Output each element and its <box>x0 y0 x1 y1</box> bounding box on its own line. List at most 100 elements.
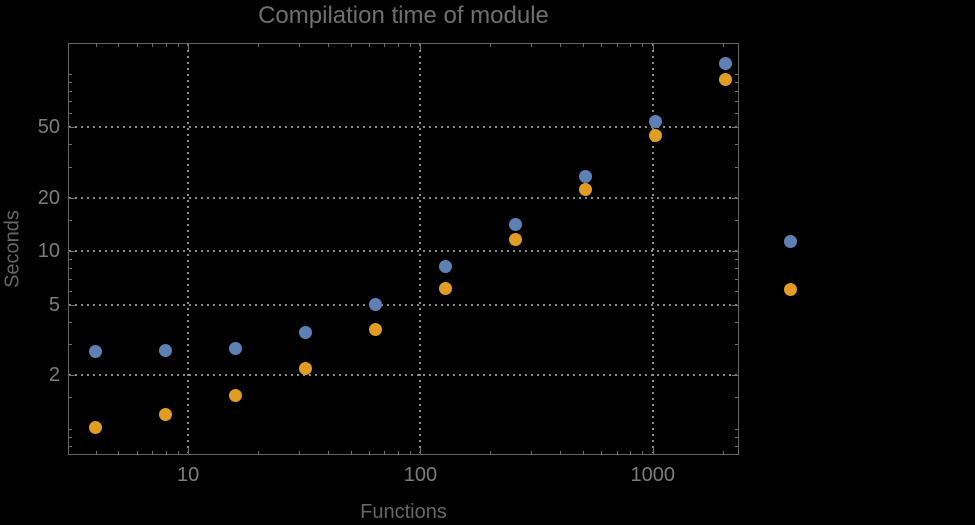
x-tick <box>136 451 138 454</box>
x-tick <box>652 44 654 50</box>
x-tick <box>642 451 644 454</box>
x-tick <box>531 451 533 454</box>
x-tick <box>616 451 618 454</box>
chart-title: Compilation time of module <box>258 2 549 29</box>
y-tick <box>732 251 738 253</box>
x-tick <box>409 451 411 454</box>
y-tick <box>69 278 72 280</box>
y-gridline <box>69 250 737 253</box>
y-tick <box>69 197 75 199</box>
y-tick <box>735 166 738 168</box>
x-tick <box>384 44 386 47</box>
x-tick <box>601 44 603 47</box>
y-tick <box>732 127 738 129</box>
legend-marker <box>783 282 797 296</box>
x-tick <box>328 44 329 47</box>
y-tick-label: 2 <box>48 364 60 387</box>
data-point <box>718 72 732 86</box>
x-tick <box>258 44 260 47</box>
y-tick <box>735 73 738 75</box>
x-tick <box>722 451 724 454</box>
x-tick <box>165 451 167 454</box>
x-tick <box>152 44 154 47</box>
y-tick <box>69 81 72 83</box>
x-tick <box>258 451 260 454</box>
data-point <box>299 362 312 376</box>
y-tick <box>732 197 738 199</box>
data-point <box>89 344 103 358</box>
data-point <box>368 298 382 312</box>
x-tick <box>582 451 584 454</box>
data-point <box>438 259 452 273</box>
y-gridline <box>69 126 737 129</box>
x-tick <box>298 451 300 454</box>
y-tick <box>69 344 72 345</box>
x-tick <box>652 448 654 454</box>
x-tick <box>722 44 724 47</box>
x-tick <box>177 451 179 454</box>
y-tick <box>69 397 72 399</box>
data-point <box>299 325 312 339</box>
y-tick <box>69 445 72 447</box>
y-tick <box>69 268 72 270</box>
y-tick <box>69 113 72 115</box>
y-tick <box>69 321 72 323</box>
x-tick <box>136 44 138 47</box>
data-point <box>229 341 243 355</box>
x-tick <box>397 451 399 454</box>
x-tick <box>616 44 618 47</box>
x-tick-label: 10 <box>177 464 200 486</box>
x-tick-label: 1000 <box>630 464 676 486</box>
x-tick <box>95 451 97 454</box>
data-point <box>508 233 522 247</box>
x-tick <box>490 44 492 47</box>
x-tick <box>560 44 562 47</box>
y-tick <box>735 445 738 447</box>
y-tick-label: 20 <box>37 186 60 209</box>
x-tick <box>582 44 584 47</box>
x-tick <box>630 451 632 454</box>
x-tick <box>368 451 370 454</box>
x-tick <box>152 451 154 454</box>
x-tick <box>177 44 179 47</box>
data-point <box>508 217 522 231</box>
data-point <box>578 183 592 197</box>
y-tick <box>735 144 738 146</box>
y-tick <box>69 127 75 129</box>
data-point <box>718 57 732 71</box>
x-tick <box>368 44 370 47</box>
y-tick-label: 10 <box>37 240 60 263</box>
x-tick <box>420 448 422 454</box>
data-point <box>648 115 662 129</box>
x-gridline <box>187 44 190 453</box>
data-point <box>578 169 592 183</box>
y-tick <box>735 113 738 115</box>
x-tick <box>188 44 190 50</box>
data-point <box>159 343 173 357</box>
x-tick <box>560 451 562 454</box>
y-tick <box>735 436 738 438</box>
x-axis-label: Functions <box>360 501 447 523</box>
x-tick <box>350 44 352 47</box>
x-tick <box>328 451 329 454</box>
y-tick <box>69 73 72 75</box>
y-tick <box>69 259 72 261</box>
y-gridline <box>69 303 737 306</box>
x-tick <box>165 44 167 47</box>
y-tick <box>69 166 72 168</box>
y-tick <box>69 90 72 92</box>
y-tick-label: 5 <box>48 293 60 316</box>
x-gridline <box>651 44 654 453</box>
y-gridline <box>69 196 737 199</box>
y-tick <box>735 321 738 323</box>
x-tick <box>420 44 422 50</box>
y-tick <box>735 268 738 270</box>
data-point <box>89 421 103 435</box>
y-tick <box>735 397 738 399</box>
x-tick <box>298 44 300 47</box>
x-tick <box>630 44 632 47</box>
data-point <box>229 389 243 403</box>
x-tick <box>531 44 533 47</box>
x-tick <box>409 44 411 47</box>
